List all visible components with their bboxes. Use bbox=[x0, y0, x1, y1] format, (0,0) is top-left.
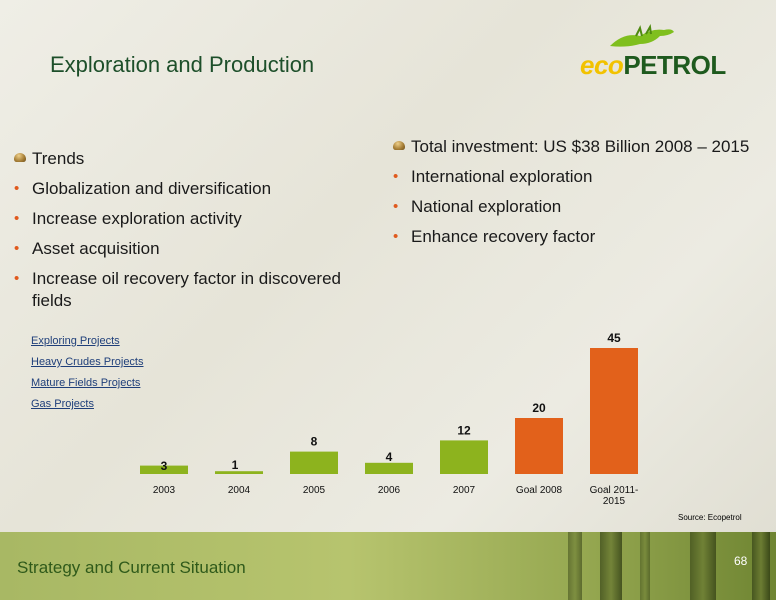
data-label: 12 bbox=[457, 423, 471, 437]
investment-heading: Total investment: US $38 Billion 2008 – … bbox=[393, 136, 776, 158]
list-item: Asset acquisition bbox=[14, 238, 374, 260]
slide-title: Exploration and Production bbox=[50, 52, 315, 77]
tree-trunk-decoration bbox=[690, 532, 716, 600]
project-links: Exploring Projects Heavy Crudes Projects… bbox=[31, 334, 144, 418]
x-tick-label: 2005 bbox=[303, 485, 326, 496]
list-item: Enhance recovery factor bbox=[393, 226, 776, 248]
orb-bullet-icon bbox=[14, 153, 26, 162]
link-heavy-crudes-projects[interactable]: Heavy Crudes Projects bbox=[31, 356, 144, 368]
list-item: Increase exploration activity bbox=[14, 208, 374, 230]
tree-trunk-decoration bbox=[568, 532, 582, 600]
bar-2003 bbox=[140, 465, 188, 474]
x-tick-label: 2015 bbox=[603, 496, 626, 507]
bar-2005 bbox=[290, 451, 338, 474]
bar-2007 bbox=[440, 440, 488, 474]
logo-text-eco: eco bbox=[580, 50, 624, 80]
tree-trunk-decoration bbox=[752, 532, 770, 600]
data-label: 8 bbox=[311, 435, 318, 449]
tree-trunk-decoration bbox=[640, 532, 650, 600]
bar-goal-2011-2015 bbox=[590, 348, 638, 474]
data-label: 45 bbox=[607, 331, 621, 345]
source-note: Source: Ecopetrol bbox=[678, 513, 742, 522]
x-tick-label: Goal 2008 bbox=[516, 485, 563, 496]
data-label: 1 bbox=[232, 458, 239, 472]
investment-list: Total investment: US $38 Billion 2008 – … bbox=[393, 136, 776, 256]
list-item: National exploration bbox=[393, 196, 776, 218]
page-number: 68 bbox=[734, 554, 748, 568]
x-tick-label: 2007 bbox=[453, 485, 476, 496]
bar-2006 bbox=[365, 462, 413, 474]
trends-list: Trends Globalization and diversification… bbox=[14, 148, 374, 320]
logo-text-petrol: PETROL bbox=[623, 50, 726, 80]
link-mature-fields-projects[interactable]: Mature Fields Projects bbox=[31, 377, 141, 389]
bar-goal-2008 bbox=[515, 418, 563, 474]
list-item: Globalization and diversification bbox=[14, 178, 374, 200]
tree-trunk-decoration bbox=[600, 532, 622, 600]
investment-bar-chart: 3 2003 1 2004 8 2005 4 2006 12 2007 20 Goal 2008 45 G… bbox=[140, 331, 639, 507]
iguana-icon bbox=[610, 24, 674, 47]
footer-bar: Strategy and Current Situation 68 bbox=[0, 532, 776, 600]
bar-2004 bbox=[215, 471, 263, 474]
x-tick-label: 2003 bbox=[153, 485, 176, 496]
data-label: 4 bbox=[386, 450, 393, 464]
link-exploring-projects[interactable]: Exploring Projects bbox=[31, 335, 120, 347]
data-label: 3 bbox=[161, 459, 168, 473]
link-gas-projects[interactable]: Gas Projects bbox=[31, 398, 94, 410]
list-item: Increase oil recovery factor in discover… bbox=[14, 268, 374, 312]
orb-bullet-icon bbox=[393, 141, 405, 150]
x-tick-label: 2006 bbox=[378, 485, 401, 496]
x-tick-label: 2004 bbox=[228, 485, 251, 496]
footer-title: Strategy and Current Situation bbox=[17, 558, 246, 577]
trends-heading: Trends bbox=[14, 148, 374, 170]
ecopetrol-logo: ecoPETROL bbox=[578, 24, 748, 80]
list-item: International exploration bbox=[393, 166, 776, 188]
x-tick-label: Goal 2011- bbox=[590, 485, 639, 496]
data-label: 20 bbox=[532, 401, 546, 415]
